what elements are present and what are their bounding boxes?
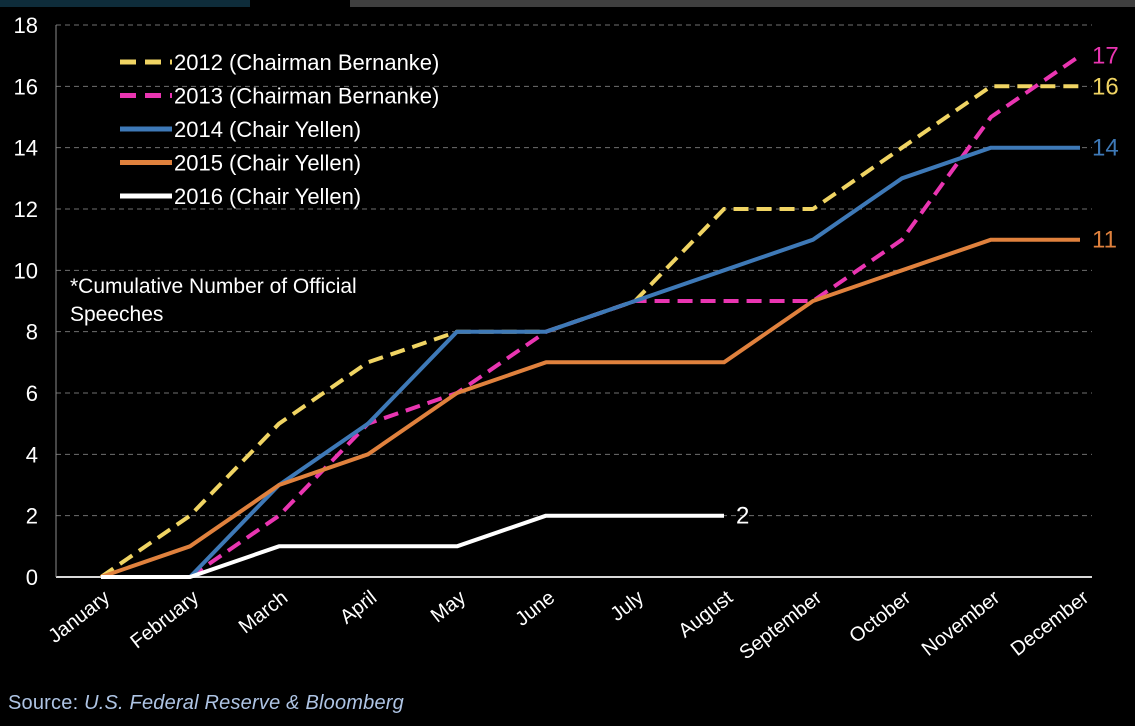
series-line-2014 <box>188 145 1080 579</box>
x-tick-label-april: April <box>336 587 381 629</box>
legend-label-2012: 2012 (Chairman Bernanke) <box>174 50 439 75</box>
annotation-line-1: *Cumulative Number of Official <box>70 275 357 298</box>
series-line-2015 <box>100 237 1080 579</box>
source-caption-text: U.S. Federal Reserve & Bloomberg <box>84 692 404 714</box>
y-tick-label-0: 0 <box>26 565 38 590</box>
legend-label-2014: 2014 (Chair Yellen) <box>174 117 361 142</box>
y-tick-label-2: 2 <box>26 504 38 529</box>
top-accent-strip-teal <box>0 0 250 7</box>
x-tick-label-march: March <box>235 587 292 639</box>
end-value-label-2012: 16 <box>1092 73 1119 100</box>
x-tick-label-december: December <box>1007 586 1094 660</box>
y-tick-label-6: 6 <box>26 381 38 406</box>
x-tick-label-may: May <box>427 587 470 628</box>
x-tick-label-june: June <box>511 587 559 631</box>
y-tick-label-18: 18 <box>14 13 38 38</box>
source-caption: Source: U.S. Federal Reserve & Bloomberg <box>8 692 404 715</box>
legend-label-2016: 2016 (Chair Yellen) <box>174 184 361 209</box>
source-caption-prefix: Source: <box>8 692 85 714</box>
x-tick-label-february: February <box>126 587 203 654</box>
y-tick-label-14: 14 <box>14 136 38 161</box>
end-value-label-2014: 14 <box>1092 135 1119 162</box>
x-tick-label-september: September <box>735 586 826 664</box>
legend-label-2015: 2015 (Chair Yellen) <box>174 151 361 176</box>
end-value-label-2015: 11 <box>1092 227 1117 254</box>
series-line-2012 <box>99 84 1080 579</box>
top-accent-strip-gray <box>350 0 1135 7</box>
annotation-line-2: Speeches <box>70 303 163 326</box>
legend-label-2013: 2013 (Chairman Bernanke) <box>174 84 439 109</box>
series-line-2016 <box>101 513 724 579</box>
x-tick-label-january: January <box>44 587 114 648</box>
y-tick-label-16: 16 <box>14 74 38 99</box>
y-tick-label-10: 10 <box>14 258 38 283</box>
x-tick-label-november: November <box>918 586 1005 660</box>
x-tick-label-august: August <box>674 586 737 642</box>
y-tick-label-4: 4 <box>26 442 38 467</box>
x-tick-label-october: October <box>845 586 915 647</box>
end-value-label-2016: 2 <box>736 503 749 530</box>
x-tick-label-july: July <box>606 587 648 626</box>
y-tick-label-8: 8 <box>26 320 38 345</box>
end-value-label-2013: 17 <box>1092 43 1119 70</box>
y-tick-label-12: 12 <box>14 197 38 222</box>
